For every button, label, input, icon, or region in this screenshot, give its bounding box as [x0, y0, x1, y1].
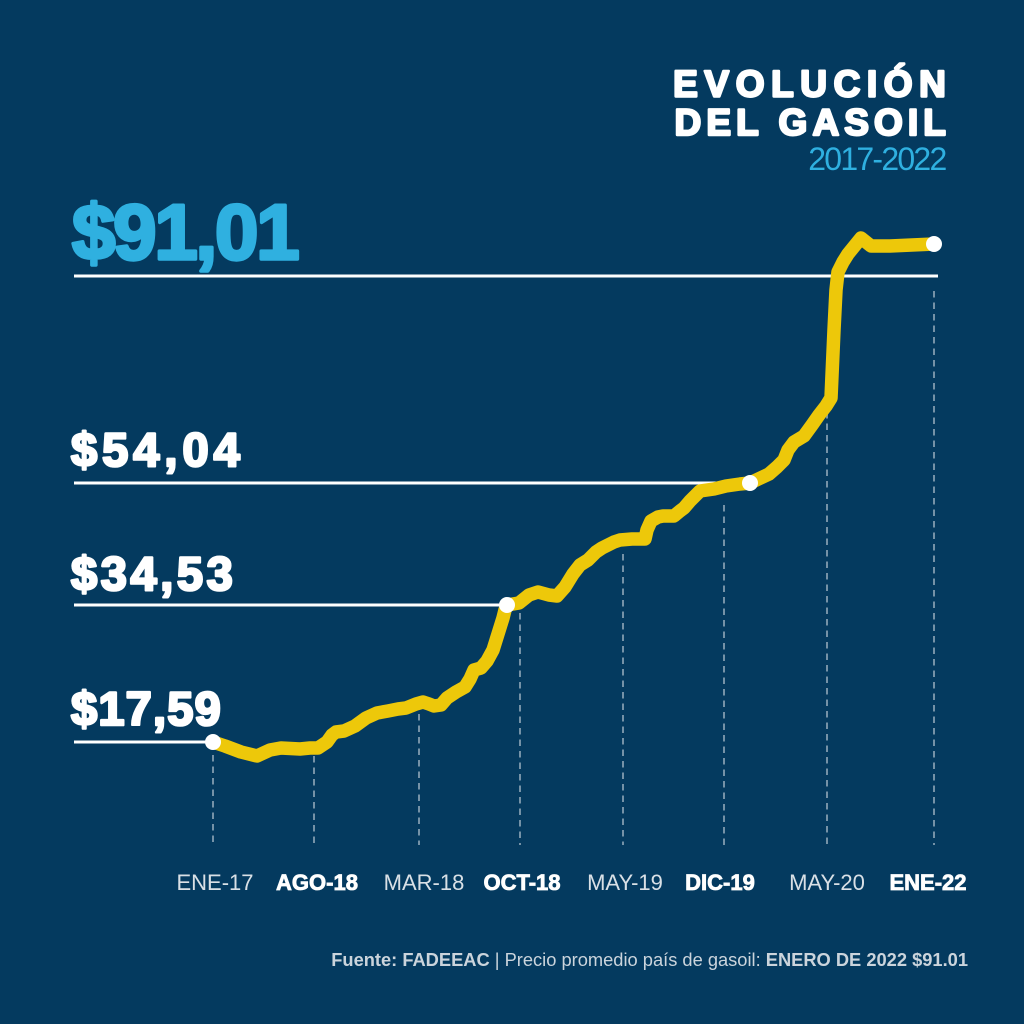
svg-text:$91,01: $91,01	[72, 188, 298, 276]
svg-text:DIC-19: DIC-19	[685, 870, 755, 895]
svg-text:Fuente: FADEEAC | Precio prome: Fuente: FADEEAC | Precio promedio país d…	[331, 949, 968, 970]
svg-text:MAR-18: MAR-18	[384, 870, 465, 895]
svg-text:ENE-22: ENE-22	[889, 870, 966, 895]
svg-text:MAY-20: MAY-20	[789, 870, 865, 895]
svg-text:$34,53: $34,53	[71, 547, 236, 600]
svg-text:ENE-17: ENE-17	[176, 870, 253, 895]
svg-text:2017-2022: 2017-2022	[808, 141, 946, 177]
svg-text:$17,59: $17,59	[71, 682, 222, 735]
svg-text:OCT-18: OCT-18	[483, 870, 560, 895]
svg-text:DEL GASOIL: DEL GASOIL	[675, 102, 951, 143]
svg-text:$54,04: $54,04	[71, 423, 245, 476]
svg-text:MAY-19: MAY-19	[587, 870, 663, 895]
svg-text:EVOLUCIÓN: EVOLUCIÓN	[673, 63, 952, 105]
svg-text:AGO-18: AGO-18	[276, 870, 358, 895]
